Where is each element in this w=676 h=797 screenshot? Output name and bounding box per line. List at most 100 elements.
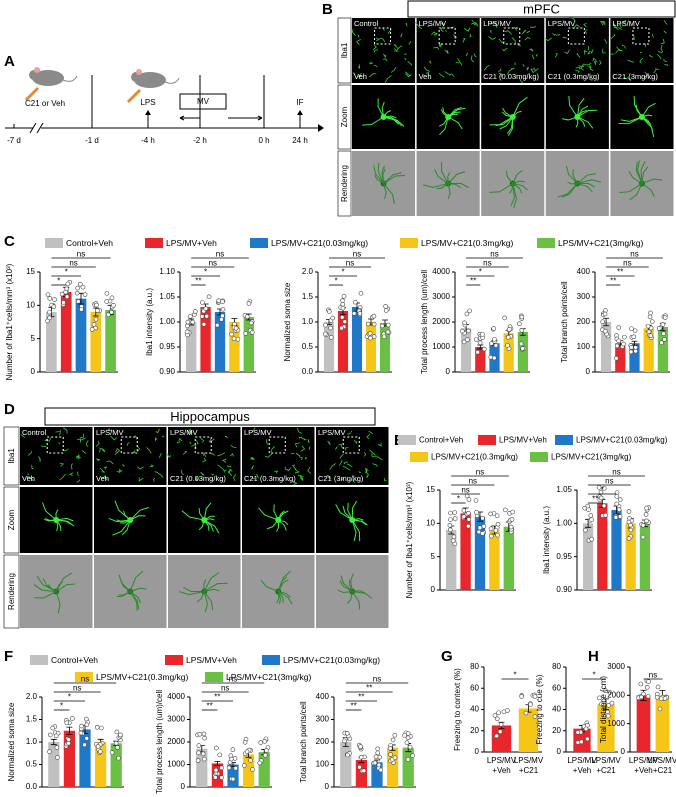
cell-process [436, 183, 449, 190]
microglia [529, 48, 534, 52]
legend-swatch [410, 452, 428, 462]
microglia [189, 441, 192, 445]
data-point [184, 329, 190, 335]
data-point [99, 725, 104, 731]
mouse-ear [34, 67, 40, 73]
data-point [628, 522, 633, 528]
legend-swatch [555, 435, 573, 445]
event-label: C21 or Veh [25, 99, 65, 108]
error-bar [50, 738, 57, 746]
significance-label: ** [617, 268, 623, 277]
legend-label: LPS/MV+C21(0.03mg/kg) [271, 238, 368, 248]
cell-process [633, 95, 643, 118]
microglia [587, 45, 589, 51]
y-tick-label: 400 [577, 267, 591, 276]
data-point [383, 308, 389, 313]
y-tick-label: 100 [316, 760, 330, 769]
significance-label: * [457, 495, 460, 504]
microglia [48, 437, 52, 442]
microglia [368, 431, 373, 435]
microglia [663, 29, 667, 34]
y-tick-label: 0 [475, 747, 480, 756]
data-point [113, 740, 119, 746]
microglia [26, 476, 34, 482]
data-point [264, 748, 269, 753]
microglia [195, 477, 198, 482]
y-tick-label: 1000 [167, 760, 185, 769]
microglia [327, 440, 331, 446]
microglia [404, 53, 407, 56]
microglia [265, 453, 273, 458]
data-point [328, 325, 333, 331]
data-point [378, 767, 384, 773]
microglia [533, 67, 539, 72]
data-point [622, 334, 627, 340]
data-point [492, 713, 498, 718]
cell-process [501, 111, 513, 118]
y-tick-label: 100 [577, 342, 591, 351]
microglia [382, 58, 388, 62]
bar [379, 323, 391, 372]
group-label: LPS/MV [318, 428, 346, 437]
cell-process [447, 183, 451, 199]
significance-label: ** [350, 702, 356, 711]
data-point [50, 725, 56, 731]
microglia [489, 22, 494, 25]
microglia [575, 69, 580, 73]
cell-process [562, 116, 578, 121]
y-tick-label: 0.90 [159, 367, 175, 376]
y-tick-label: 1.0 [26, 737, 38, 746]
data-point [614, 343, 620, 349]
data-point [74, 290, 80, 296]
data-point [115, 745, 120, 750]
data-point [598, 495, 604, 501]
x-tick-label: +C21 [519, 766, 539, 775]
data-point [631, 334, 637, 340]
data-point [461, 508, 467, 513]
data-point [662, 337, 667, 342]
bar [517, 332, 529, 372]
treatment-label: Veh [419, 72, 432, 81]
cell-process [198, 508, 205, 521]
data-point [655, 684, 661, 690]
y-tick-label: 1.05 [556, 485, 572, 494]
data-point [243, 331, 249, 336]
data-point [109, 295, 115, 301]
data-point [51, 304, 57, 310]
legend-swatch [205, 672, 223, 682]
data-point [241, 763, 247, 768]
microglia [99, 467, 106, 473]
microglia [592, 57, 598, 63]
cell-process [577, 109, 598, 118]
y-axis-label: Normalized soma size [283, 282, 292, 361]
data-point [344, 731, 350, 736]
microglia [620, 19, 627, 24]
data-point [464, 311, 470, 317]
data-point [358, 744, 363, 749]
bar [402, 747, 414, 787]
roi-box [342, 436, 360, 454]
data-point [109, 750, 115, 755]
microglia [365, 470, 369, 475]
data-point [491, 355, 497, 361]
microglia [59, 462, 65, 467]
y-tick-label: 0.5 [302, 342, 314, 351]
microglia [583, 22, 587, 28]
data-point [645, 323, 651, 329]
microglia [120, 469, 123, 473]
microglia [428, 60, 432, 64]
cell-process [448, 183, 461, 189]
bar [582, 523, 594, 590]
data-point [104, 299, 110, 304]
legend-swatch [250, 238, 268, 248]
data-point [342, 319, 348, 324]
cell-process [129, 591, 138, 611]
time-label: -4 h [141, 136, 155, 145]
treatment-label: C21 (0.3mg/kg) [244, 474, 296, 483]
data-point [599, 701, 604, 707]
microglia [358, 72, 362, 78]
cell-process [56, 517, 74, 522]
cell-process [438, 116, 449, 136]
microglia [158, 452, 162, 459]
legend-swatch [165, 655, 183, 665]
